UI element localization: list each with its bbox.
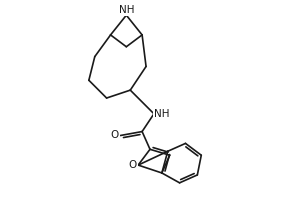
Text: NH: NH [154, 109, 169, 119]
Text: O: O [111, 130, 119, 140]
Text: O: O [128, 160, 137, 170]
Text: NH: NH [118, 5, 134, 15]
